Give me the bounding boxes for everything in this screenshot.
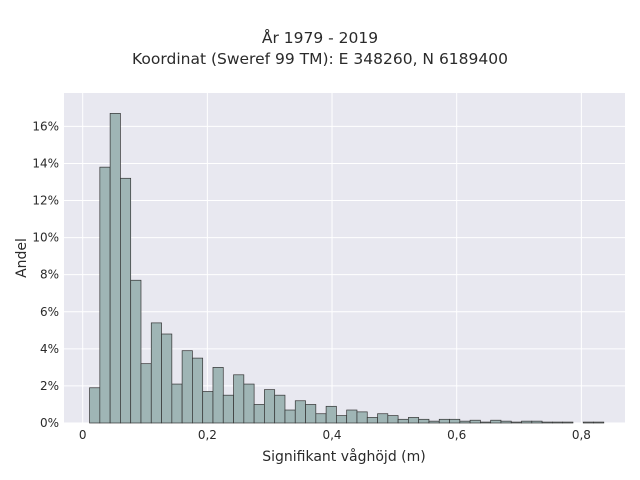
histogram-bar-16: [253, 404, 265, 424]
histogram-bar-0: [89, 387, 101, 424]
x-tick-label-1: 0,2: [198, 428, 217, 442]
chart-title-line-2: Koordinat (Sweref 99 TM): E 348260, N 61…: [132, 50, 508, 68]
histogram-bar-20: [294, 400, 306, 424]
histogram-bar-2: [109, 113, 121, 424]
histogram-bar-48: [582, 421, 594, 424]
histogram-bar-33: [428, 420, 440, 424]
histogram-bar-37: [469, 419, 481, 424]
x-tick-label-4: 0,8: [572, 428, 591, 442]
histogram-bar-43: [531, 420, 543, 424]
y-tick-label-1: 2%: [40, 379, 59, 393]
histogram-bar-24: [336, 415, 348, 424]
histogram-bar-4: [130, 279, 142, 424]
histogram-bar-49: [593, 421, 605, 424]
histogram-bar-39: [490, 419, 502, 424]
x-tick-labels: 0 0,2 0,4 0,6 0,8: [79, 428, 591, 442]
y-axis-label: Andel: [14, 238, 30, 278]
y-tick-label-8: 16%: [32, 119, 59, 133]
histogram-bar-40: [500, 420, 512, 424]
histogram-bar-18: [274, 394, 286, 424]
histogram-bar-14: [233, 374, 245, 424]
histogram-bar-36: [459, 420, 471, 424]
histogram-bar-31: [408, 417, 420, 424]
histogram-bar-44: [541, 421, 553, 424]
histogram-bar-34: [438, 418, 450, 424]
y-tick-label-2: 4%: [40, 342, 59, 356]
histogram-bar-5: [140, 363, 152, 424]
histogram-bar-11: [202, 391, 214, 424]
histogram-bar-8: [171, 383, 183, 424]
histogram-bar-29: [387, 415, 399, 424]
histogram-bar-30: [397, 418, 409, 424]
histogram-bar-25: [346, 409, 358, 424]
histogram-bar-9: [181, 350, 193, 424]
y-tick-label-7: 14%: [32, 156, 59, 170]
y-tick-label-4: 8%: [40, 268, 59, 282]
histogram-bar-46: [562, 421, 574, 424]
histogram-bar-7: [161, 333, 173, 424]
histogram-bar-12: [212, 367, 224, 424]
x-tick-label-3: 0,6: [447, 428, 466, 442]
histogram-bar-28: [377, 413, 389, 424]
histogram-bar-35: [449, 418, 461, 424]
chart-title-line-1: År 1979 - 2019: [261, 29, 379, 47]
histogram-bar-3: [120, 177, 132, 424]
y-tick-label-3: 6%: [40, 305, 59, 319]
x-axis-label: Signifikant våghöjd (m): [262, 448, 425, 465]
histogram-bar-32: [418, 418, 430, 424]
histogram-bar-13: [222, 394, 234, 424]
histogram-bar-27: [366, 417, 378, 424]
y-tick-labels: 0% 2% 4% 6% 8% 10% 12% 14% 16%: [32, 119, 59, 430]
histogram-bar-21: [305, 404, 317, 424]
y-tick-label-6: 12%: [32, 194, 59, 208]
histogram-bar-6: [150, 322, 162, 424]
x-tick-label-2: 0,4: [322, 428, 341, 442]
histogram-bar-45: [552, 421, 564, 424]
histogram-bar-42: [521, 420, 533, 424]
x-tick-label-0: 0: [79, 428, 87, 442]
y-tick-label-0: 0%: [40, 416, 59, 430]
histogram-bar-15: [243, 383, 255, 424]
bars-layer: [89, 113, 605, 424]
y-tick-label-5: 10%: [32, 231, 59, 245]
histogram-bar-41: [510, 421, 522, 424]
histogram-bar-26: [356, 411, 368, 424]
histogram-bar-10: [192, 357, 204, 424]
histogram-bar-19: [284, 409, 296, 424]
histogram-bar-22: [315, 413, 327, 424]
histogram-bar-38: [480, 421, 492, 424]
histogram-bar-23: [325, 405, 337, 424]
histogram-bar-1: [99, 166, 111, 424]
histogram-bar-17: [264, 389, 276, 424]
